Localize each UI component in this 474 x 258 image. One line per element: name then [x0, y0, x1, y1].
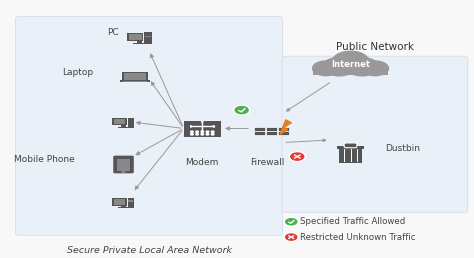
- Bar: [337, 147, 364, 149]
- Bar: [278, 131, 289, 135]
- Bar: [266, 131, 277, 135]
- FancyBboxPatch shape: [16, 17, 283, 235]
- Text: Restricted Unknown Traffic: Restricted Unknown Traffic: [301, 232, 416, 241]
- Circle shape: [196, 134, 199, 135]
- Bar: [124, 73, 146, 79]
- Bar: [128, 201, 133, 202]
- Circle shape: [284, 218, 299, 226]
- Circle shape: [206, 134, 209, 135]
- Circle shape: [201, 131, 203, 132]
- Circle shape: [286, 219, 297, 225]
- Circle shape: [286, 234, 297, 240]
- Circle shape: [201, 134, 203, 135]
- Bar: [254, 131, 265, 135]
- Circle shape: [233, 106, 250, 115]
- Circle shape: [289, 152, 306, 161]
- Bar: [146, 36, 151, 37]
- Text: Laptop: Laptop: [62, 68, 93, 77]
- Bar: [313, 66, 388, 75]
- Bar: [339, 149, 362, 163]
- Text: Internet: Internet: [331, 60, 370, 69]
- Bar: [120, 80, 150, 82]
- Circle shape: [312, 61, 339, 76]
- Bar: [121, 206, 126, 207]
- Circle shape: [284, 233, 299, 241]
- Bar: [114, 119, 125, 124]
- Circle shape: [362, 61, 389, 76]
- FancyBboxPatch shape: [282, 56, 468, 212]
- Circle shape: [332, 51, 369, 71]
- Circle shape: [235, 107, 248, 114]
- Circle shape: [206, 131, 209, 132]
- Bar: [122, 72, 148, 80]
- Text: Dustbin: Dustbin: [385, 144, 420, 154]
- Text: Firewall: Firewall: [250, 158, 284, 167]
- Text: Secure Private Local Area Network: Secure Private Local Area Network: [66, 246, 231, 255]
- Text: PC: PC: [107, 28, 119, 37]
- Bar: [112, 118, 127, 125]
- Bar: [133, 43, 146, 44]
- Bar: [112, 198, 127, 206]
- Bar: [128, 200, 133, 201]
- Bar: [128, 121, 133, 122]
- Bar: [128, 118, 134, 128]
- Bar: [254, 127, 265, 131]
- Bar: [117, 159, 130, 171]
- Text: Public Network: Public Network: [336, 42, 414, 52]
- Bar: [114, 199, 125, 205]
- Circle shape: [191, 134, 193, 135]
- Bar: [118, 127, 129, 128]
- Bar: [137, 41, 142, 43]
- Text: Mobile Phone: Mobile Phone: [14, 155, 75, 164]
- Bar: [145, 32, 152, 44]
- Circle shape: [322, 58, 356, 76]
- Bar: [184, 121, 221, 137]
- Circle shape: [346, 58, 379, 76]
- Bar: [127, 33, 144, 41]
- FancyBboxPatch shape: [113, 156, 134, 173]
- FancyBboxPatch shape: [344, 143, 357, 148]
- Bar: [128, 198, 134, 208]
- Bar: [118, 207, 129, 208]
- Bar: [129, 34, 142, 40]
- Circle shape: [211, 131, 214, 132]
- Circle shape: [196, 131, 199, 132]
- Text: Modem: Modem: [186, 158, 219, 167]
- Polygon shape: [280, 120, 292, 134]
- Bar: [121, 125, 126, 127]
- Circle shape: [122, 171, 125, 172]
- Bar: [278, 127, 289, 131]
- Circle shape: [191, 131, 193, 132]
- Circle shape: [211, 134, 214, 135]
- Circle shape: [291, 153, 304, 160]
- Text: Specified Traffic Allowed: Specified Traffic Allowed: [301, 217, 406, 226]
- Bar: [266, 127, 277, 131]
